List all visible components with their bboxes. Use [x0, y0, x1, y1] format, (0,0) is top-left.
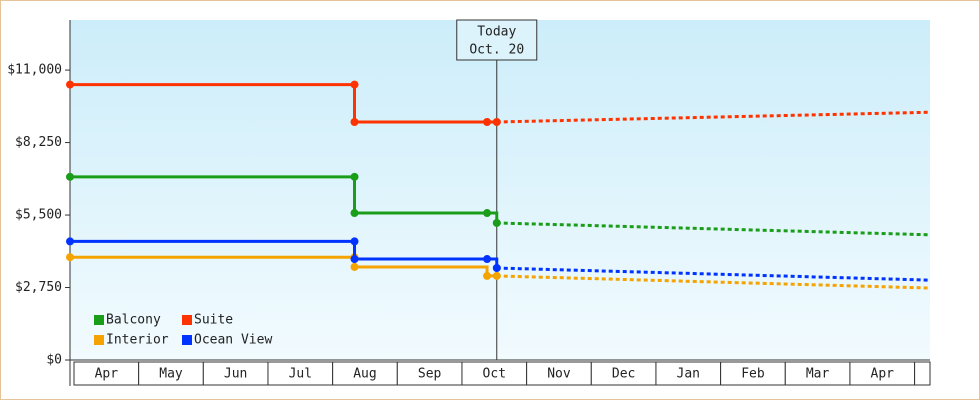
point	[66, 172, 74, 181]
point	[483, 118, 492, 126]
forecast-line	[496, 266, 931, 282]
legend-swatch	[182, 335, 192, 345]
x-tick-label: May	[159, 367, 183, 382]
point	[350, 172, 359, 181]
point	[492, 118, 501, 126]
today-label: Today	[477, 25, 516, 40]
forecast-line	[496, 274, 931, 290]
point	[350, 209, 359, 218]
point	[483, 271, 492, 280]
legend-label: Balcony	[106, 313, 161, 328]
y-tick-label: $5,500	[15, 208, 62, 223]
point	[350, 118, 359, 126]
point	[492, 264, 501, 273]
legend-swatch	[182, 315, 192, 325]
point	[66, 80, 74, 89]
y-tick-label: $8,250	[15, 135, 62, 150]
x-tick-label: Jul	[289, 367, 312, 382]
x-tick-label: Mar	[806, 367, 830, 382]
legend-label: Suite	[194, 313, 233, 328]
point	[492, 218, 501, 227]
point	[483, 209, 492, 218]
plot-area	[70, 20, 930, 360]
point	[483, 255, 492, 264]
x-tick-label: Feb	[741, 367, 765, 382]
y-tick-label: $11,000	[7, 63, 62, 78]
point	[350, 237, 359, 246]
forecast-line	[496, 221, 931, 237]
forecast-line	[496, 110, 931, 124]
y-tick-label: $0	[46, 353, 62, 368]
legend-label: Interior	[106, 333, 169, 348]
y-tick-label: $2,750	[15, 280, 62, 295]
x-tick-label: Apr	[871, 367, 895, 382]
x-cell	[914, 361, 931, 386]
x-tick-label: Jan	[677, 367, 700, 382]
x-tick-label: Dec	[612, 367, 635, 382]
point	[66, 237, 74, 246]
legend-swatch	[94, 315, 104, 325]
x-tick-label: Nov	[547, 367, 571, 382]
x-tick-label: Aug	[353, 367, 376, 382]
x-tick-label: Apr	[95, 367, 119, 382]
point	[492, 271, 501, 280]
today-label: Oct. 20	[469, 43, 524, 58]
x-tick-label: Sep	[418, 367, 442, 382]
point	[66, 253, 74, 262]
x-tick-label: Jun	[224, 367, 247, 382]
point	[350, 80, 359, 89]
x-tick-label: Oct	[483, 367, 506, 382]
series-line	[70, 239, 499, 269]
point	[350, 262, 359, 271]
series-line	[70, 175, 499, 223]
today-box	[456, 19, 538, 61]
legend-swatch	[94, 335, 104, 345]
legend-label: Ocean View	[194, 333, 272, 348]
point	[350, 255, 359, 264]
